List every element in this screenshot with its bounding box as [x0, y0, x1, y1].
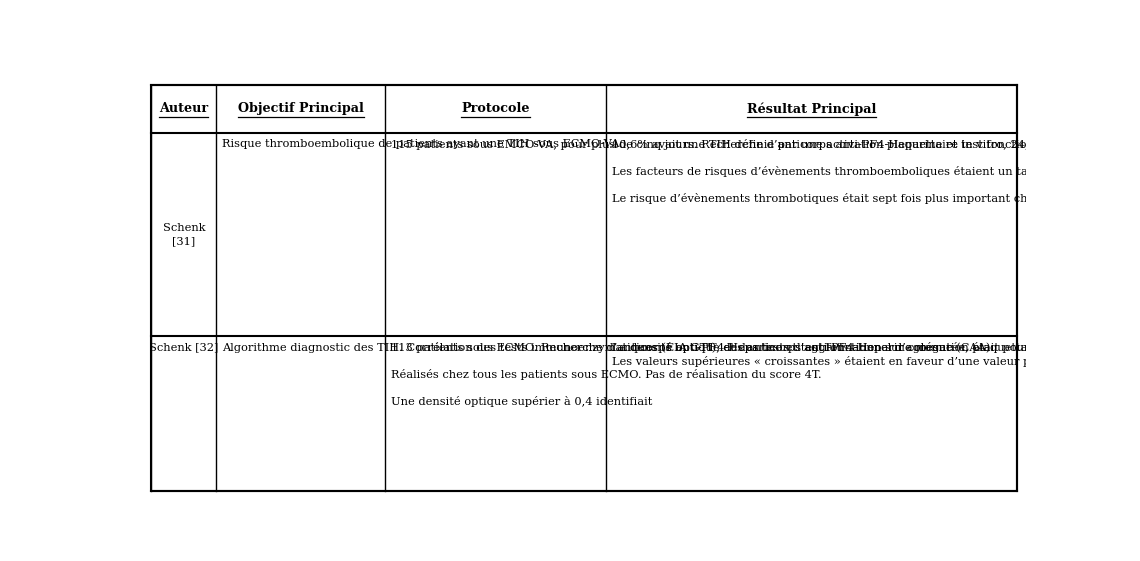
- Text: Résultat Principal: Résultat Principal: [747, 102, 877, 116]
- Text: Protocole: Protocole: [462, 103, 530, 116]
- Text: Auteur: Auteur: [160, 103, 209, 116]
- Text: 115 patients sous EMCO-VA, pour plus de cinq jours. Recherche d’anticorps anti-P: 115 patients sous EMCO-VA, pour plus de …: [391, 139, 1140, 150]
- Text: Objectif Principal: Objectif Principal: [238, 103, 364, 116]
- Text: Algorithme diagnostic des TIH. Corrélation des tests immunoenzymatiques (EIA GTI: Algorithme diagnostic des TIH. Corrélati…: [222, 342, 994, 353]
- Text: 10,6% avait une TIH définie par une activation plaquettaire in vitro, 24,8% avai: 10,6% avait une TIH définie par une acti…: [612, 139, 1140, 204]
- Text: 113 patients sous ECMO. Recherche d’anticorps anti-PF4-Heparine et test fonction: 113 patients sous ECMO. Recherche d’anti…: [391, 342, 1129, 407]
- Text: Schenk
[31]: Schenk [31]: [163, 223, 205, 246]
- Text: La densité optique des anticorps anti-PF4-Heparine mesurée, était pour des valeu: La densité optique des anticorps anti-PF…: [612, 342, 1140, 367]
- Text: Risque thromboembolique de patients ayant une TIH sous ECMO-VA: Risque thromboembolique de patients ayan…: [222, 139, 620, 149]
- Text: Schenk [32]: Schenk [32]: [149, 342, 219, 352]
